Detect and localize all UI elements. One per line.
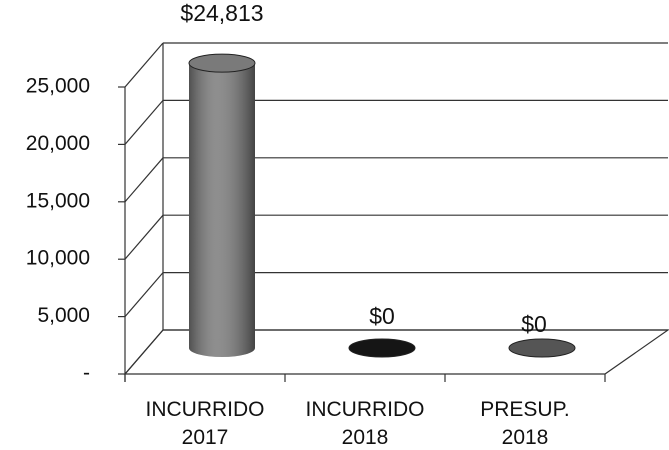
y-tick-label: 5,000 — [37, 304, 90, 327]
grid-line — [124, 100, 164, 145]
x-tick-label: PRESUP. 2018 — [480, 398, 570, 449]
x-tick-label: INCURRIDO 2018 — [306, 398, 425, 449]
grid-line — [124, 42, 164, 88]
grid-line — [124, 329, 164, 375]
y-tick-label: - — [83, 362, 90, 385]
y-tick-label: 25,000 — [26, 75, 90, 98]
bar-top — [188, 53, 256, 73]
y-tick-label: 20,000 — [26, 132, 90, 155]
x-tick-label: INCURRIDO 2017 — [146, 398, 265, 449]
bar-top — [348, 338, 416, 358]
bar-shade — [189, 63, 255, 348]
bar-top — [508, 338, 576, 358]
grid-line — [124, 272, 164, 317]
value-label: $0 — [521, 311, 547, 337]
bar-bottom-shade — [189, 339, 255, 357]
grid-line — [124, 157, 164, 203]
value-label: $24,813 — [180, 0, 263, 26]
y-tick-label: 15,000 — [26, 189, 90, 212]
value-label: $0 — [369, 303, 395, 329]
grid-line — [124, 214, 164, 260]
y-tick-label: 10,000 — [26, 247, 90, 270]
